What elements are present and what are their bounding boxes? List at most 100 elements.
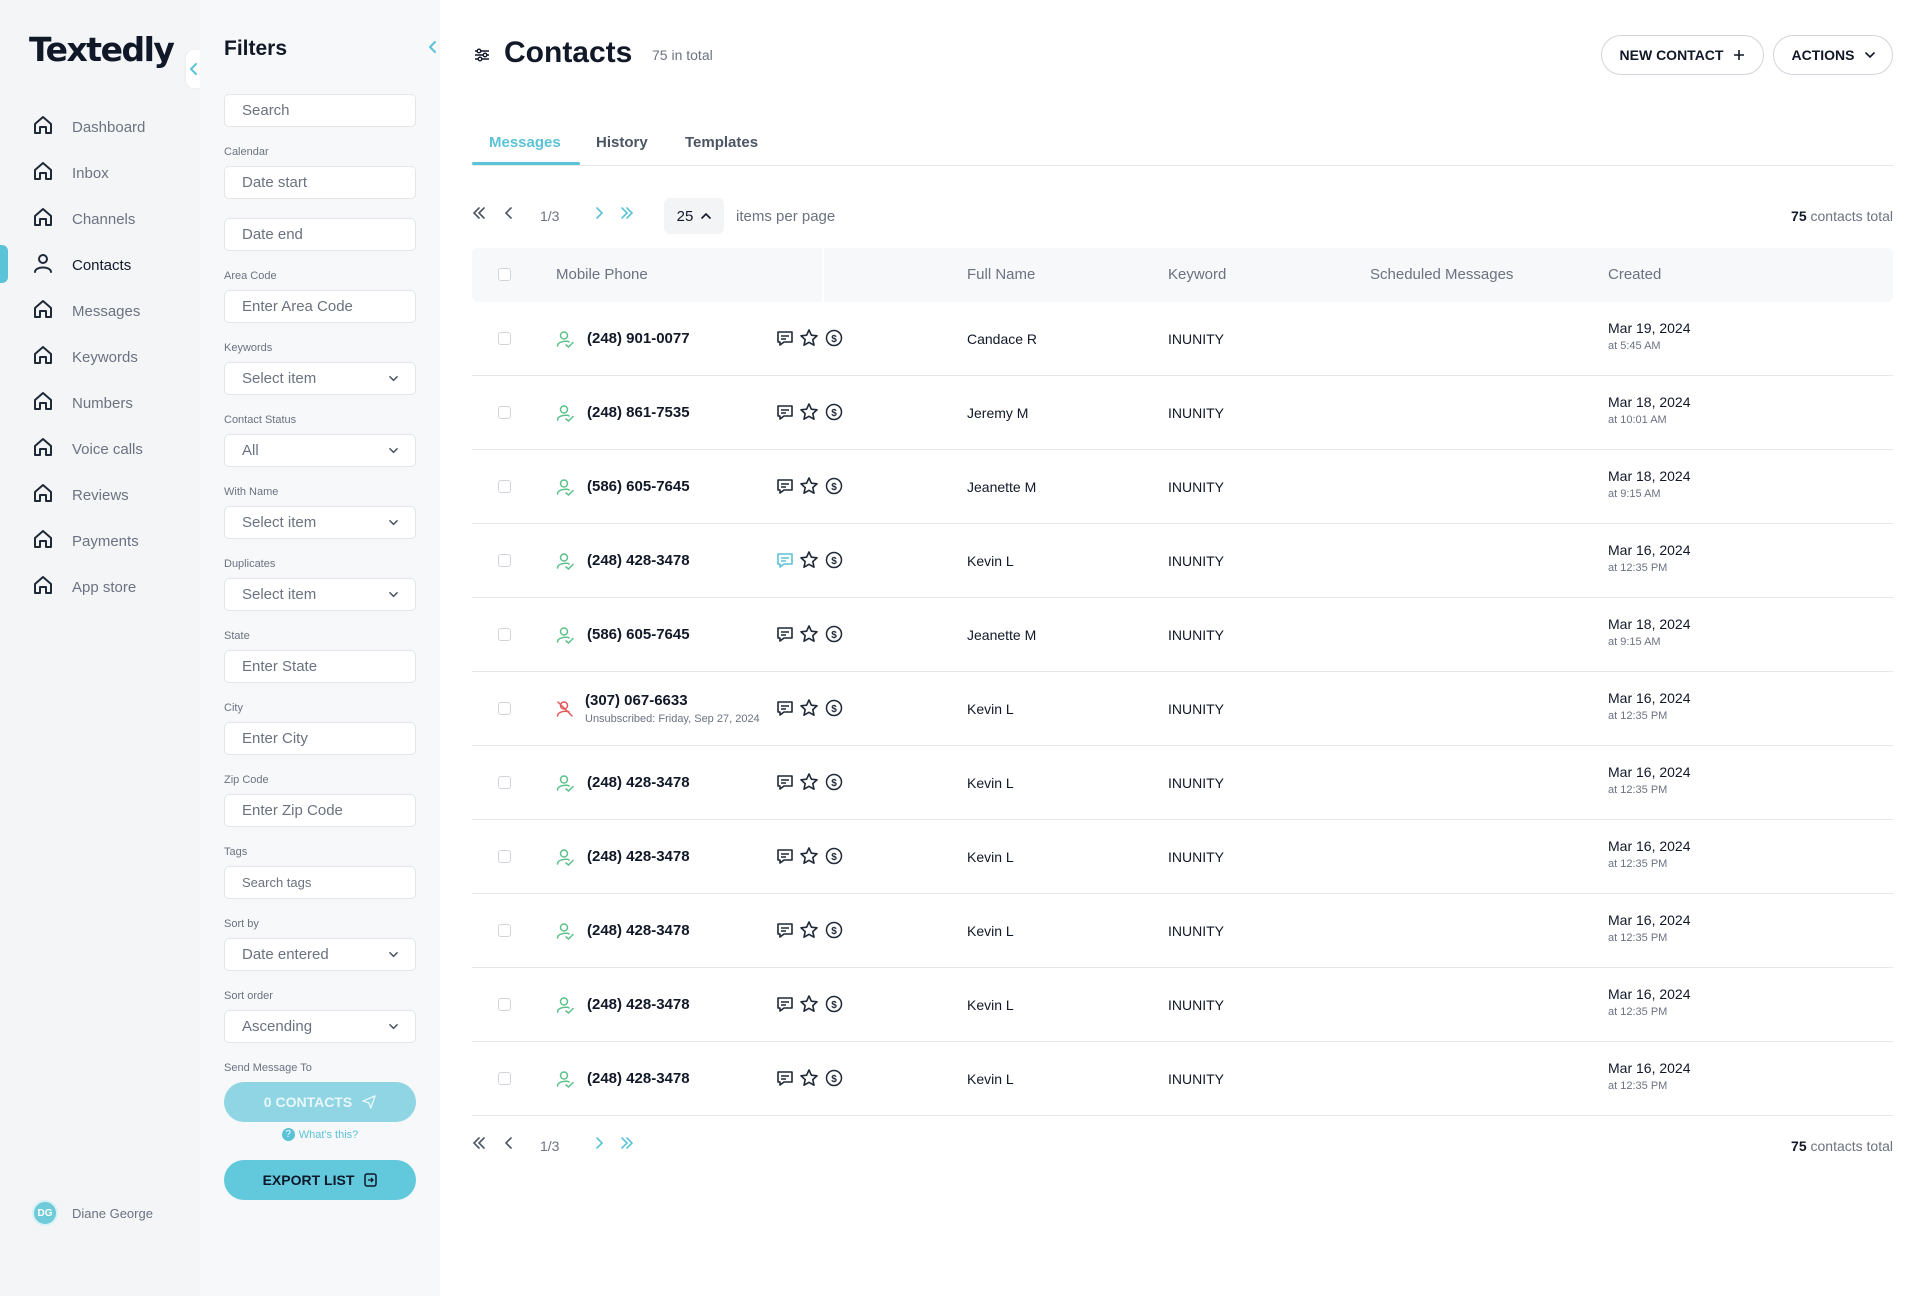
column-full-name[interactable]: Full Name bbox=[967, 266, 1036, 283]
table-row[interactable]: (248) 428-3478 $ Kevin L INUNITY Mar 16, 202… bbox=[472, 524, 1893, 598]
phone-number[interactable]: (248) 428-3478 bbox=[587, 922, 690, 939]
message-icon[interactable] bbox=[776, 847, 794, 870]
nav-item-numbers[interactable]: Numbers bbox=[0, 380, 200, 426]
column-scheduled-messages[interactable]: Scheduled Messages bbox=[1370, 266, 1514, 283]
phone-number[interactable]: (307) 067-6633 bbox=[585, 692, 688, 709]
actions-button[interactable]: ACTIONS bbox=[1773, 35, 1893, 75]
message-icon[interactable] bbox=[776, 995, 794, 1018]
row-checkbox[interactable] bbox=[498, 1072, 511, 1085]
export-list-button[interactable]: EXPORT LIST bbox=[224, 1160, 416, 1200]
star-icon[interactable] bbox=[799, 328, 819, 353]
last-page-icon[interactable] bbox=[620, 206, 634, 220]
star-icon[interactable] bbox=[799, 624, 819, 649]
table-row[interactable]: (248) 428-3478 $ Kevin L INUNITY Mar 16, 202… bbox=[472, 820, 1893, 894]
date-start-input[interactable] bbox=[224, 166, 416, 199]
star-icon[interactable] bbox=[799, 476, 819, 501]
phone-number[interactable]: (248) 428-3478 bbox=[587, 996, 690, 1013]
tab-templates[interactable]: Templates bbox=[685, 134, 759, 151]
star-icon[interactable] bbox=[799, 550, 819, 575]
table-row[interactable]: (248) 428-3478 $ Kevin L INUNITY Mar 16, 202… bbox=[472, 746, 1893, 820]
keywords-select[interactable]: Select item bbox=[224, 362, 416, 395]
send-to-contacts-button[interactable]: 0 CONTACTS bbox=[224, 1082, 416, 1122]
phone-number[interactable]: (586) 605-7645 bbox=[587, 626, 690, 643]
star-icon[interactable] bbox=[799, 920, 819, 945]
dollar-icon[interactable]: $ bbox=[825, 995, 843, 1018]
message-icon[interactable] bbox=[776, 625, 794, 648]
star-icon[interactable] bbox=[799, 772, 819, 797]
dollar-icon[interactable]: $ bbox=[825, 1069, 843, 1092]
row-checkbox[interactable] bbox=[498, 554, 511, 567]
dollar-icon[interactable]: $ bbox=[825, 551, 843, 574]
nav-item-dashboard[interactable]: Dashboard bbox=[0, 104, 200, 150]
sort-by-select[interactable]: Date entered bbox=[224, 938, 416, 971]
nav-item-keywords[interactable]: Keywords bbox=[0, 334, 200, 380]
nav-item-messages[interactable]: Messages bbox=[0, 288, 200, 334]
filter-toggle-button[interactable] bbox=[474, 48, 490, 67]
next-page-icon[interactable] bbox=[594, 1136, 604, 1150]
row-checkbox[interactable] bbox=[498, 850, 511, 863]
dollar-icon[interactable]: $ bbox=[825, 847, 843, 870]
message-icon[interactable] bbox=[776, 699, 794, 722]
star-icon[interactable] bbox=[799, 698, 819, 723]
contact-status-select[interactable]: All bbox=[224, 434, 416, 467]
row-checkbox[interactable] bbox=[498, 702, 511, 715]
first-page-icon[interactable] bbox=[472, 206, 486, 220]
star-icon[interactable] bbox=[799, 846, 819, 871]
select-all-checkbox[interactable] bbox=[498, 268, 511, 281]
dollar-icon[interactable]: $ bbox=[825, 625, 843, 648]
column-keyword[interactable]: Keyword bbox=[1168, 266, 1227, 283]
table-row[interactable]: (248) 861-7535 $ Jeremy M INUNITY Mar 18, 20… bbox=[472, 376, 1893, 450]
row-checkbox[interactable] bbox=[498, 628, 511, 641]
city-input[interactable] bbox=[224, 722, 416, 755]
tab-messages[interactable]: Messages bbox=[489, 134, 561, 151]
sort-order-select[interactable]: Ascending bbox=[224, 1010, 416, 1043]
row-checkbox[interactable] bbox=[498, 332, 511, 345]
message-icon[interactable] bbox=[776, 1069, 794, 1092]
whats-this-link[interactable]: ? What's this? bbox=[224, 1128, 416, 1141]
dollar-icon[interactable]: $ bbox=[825, 329, 843, 352]
row-checkbox[interactable] bbox=[498, 480, 511, 493]
dollar-icon[interactable]: $ bbox=[825, 921, 843, 944]
date-end-input[interactable] bbox=[224, 218, 416, 251]
row-checkbox[interactable] bbox=[498, 924, 511, 937]
message-icon[interactable] bbox=[776, 921, 794, 944]
table-row[interactable]: (248) 901-0077 $ Candace R INUNITY Mar 19, 2… bbox=[472, 302, 1893, 376]
phone-number[interactable]: (248) 428-3478 bbox=[587, 1070, 690, 1087]
star-icon[interactable] bbox=[799, 402, 819, 427]
with-name-select[interactable]: Select item bbox=[224, 506, 416, 539]
table-row[interactable]: (248) 428-3478 $ Kevin L INUNITY Mar 16, 202… bbox=[472, 1042, 1893, 1116]
message-icon[interactable] bbox=[776, 477, 794, 500]
zip-code-input[interactable] bbox=[224, 794, 416, 827]
nav-collapse-button[interactable] bbox=[186, 50, 202, 88]
first-page-icon[interactable] bbox=[472, 1136, 486, 1150]
message-icon[interactable] bbox=[776, 403, 794, 426]
row-checkbox[interactable] bbox=[498, 776, 511, 789]
dollar-icon[interactable]: $ bbox=[825, 477, 843, 500]
filters-collapse-button[interactable] bbox=[428, 40, 438, 59]
table-row[interactable]: (307) 067-6633 Unsubscribed: Friday, Sep … bbox=[472, 672, 1893, 746]
new-contact-button[interactable]: NEW CONTACT bbox=[1601, 35, 1764, 75]
phone-number[interactable]: (248) 901-0077 bbox=[587, 330, 690, 347]
table-row[interactable]: (586) 605-7645 $ Jeanette M INUNITY Mar 18, … bbox=[472, 598, 1893, 672]
row-checkbox[interactable] bbox=[498, 998, 511, 1011]
phone-number[interactable]: (248) 428-3478 bbox=[587, 848, 690, 865]
tab-history[interactable]: History bbox=[596, 134, 648, 151]
message-icon[interactable] bbox=[776, 329, 794, 352]
message-icon[interactable] bbox=[776, 551, 794, 574]
last-page-icon[interactable] bbox=[620, 1136, 634, 1150]
prev-page-icon[interactable] bbox=[504, 1136, 514, 1150]
column-created[interactable]: Created bbox=[1608, 266, 1662, 283]
star-icon[interactable] bbox=[799, 1068, 819, 1093]
search-input[interactable] bbox=[224, 94, 416, 127]
prev-page-icon[interactable] bbox=[504, 206, 514, 220]
per-page-select[interactable]: 25 bbox=[664, 198, 724, 234]
state-input[interactable] bbox=[224, 650, 416, 683]
nav-item-contacts[interactable]: Contacts bbox=[0, 242, 200, 288]
star-icon[interactable] bbox=[799, 994, 819, 1019]
nav-item-reviews[interactable]: Reviews bbox=[0, 472, 200, 518]
nav-item-payments[interactable]: Payments bbox=[0, 518, 200, 564]
nav-item-app-store[interactable]: App store bbox=[0, 564, 200, 610]
area-code-input[interactable] bbox=[224, 290, 416, 323]
dollar-icon[interactable]: $ bbox=[825, 699, 843, 722]
message-icon[interactable] bbox=[776, 773, 794, 796]
